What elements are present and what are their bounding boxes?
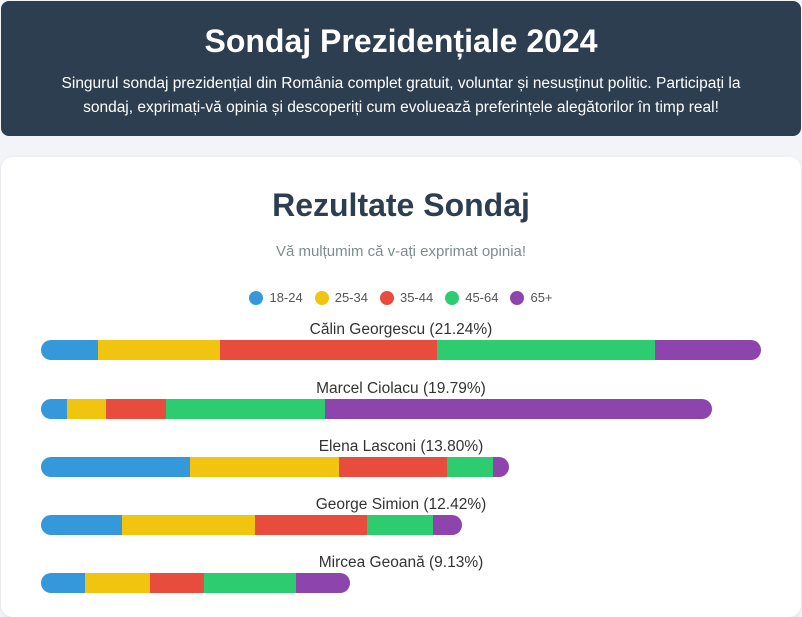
bar-segment-25-34 <box>85 573 151 593</box>
bar-segment-65+ <box>295 573 351 593</box>
legend-label: 25-34 <box>334 290 368 305</box>
legend-item-65+: 65+ <box>510 290 553 305</box>
results-card: Rezultate Sondaj Vă mulțumim că v-ați ex… <box>1 157 801 617</box>
page-title: Sondaj Prezidențiale 2024 <box>204 23 598 59</box>
chart-legend: 18-24 25-34 35-44 45-64 65+ <box>1 290 801 305</box>
legend-item-45-64: 45-64 <box>445 290 498 305</box>
bar-segment-25-34 <box>67 399 106 419</box>
bar-segment-65+ <box>655 340 761 360</box>
legend-swatch <box>379 290 394 305</box>
bar-segment-35-44 <box>150 573 205 593</box>
legend-label: 18-24 <box>269 290 303 305</box>
bar-segment-18-24 <box>41 573 86 593</box>
candidate-bar <box>41 457 509 477</box>
candidate-bar <box>41 573 351 593</box>
candidate-bar <box>41 515 462 535</box>
bar-segment-65+ <box>492 457 509 477</box>
candidate-row: George Simion (12.42%) <box>41 495 761 535</box>
bar-segment-18-24 <box>41 457 190 477</box>
legend-swatch <box>445 290 460 305</box>
bar-segment-25-34 <box>121 515 255 535</box>
legend-swatch <box>510 290 525 305</box>
candidate-bar <box>41 399 712 419</box>
bar-segment-65+ <box>432 515 462 535</box>
bar-segment-45-64 <box>447 457 493 477</box>
bar-segment-35-44 <box>338 457 448 477</box>
page-description: Singurul sondaj prezidențial din România… <box>61 75 741 116</box>
legend-item-25-34: 25-34 <box>314 290 368 305</box>
legend-label: 45-64 <box>465 290 499 305</box>
thanks-message: Vă mulțumim că v-ați exprimat opinia! <box>275 243 527 260</box>
candidate-row: Călin Georgescu (21.24%) <box>41 320 761 360</box>
bar-segment-25-34 <box>98 340 221 360</box>
legend-swatch <box>314 290 329 305</box>
legend-label: 65+ <box>530 290 553 305</box>
candidate-label: Călin Georgescu (21.24%) <box>309 321 493 338</box>
bar-segment-45-64 <box>166 399 326 419</box>
candidate-label: Mircea Geoană (9.13%) <box>318 554 484 571</box>
bar-segment-18-24 <box>41 515 122 535</box>
page-header: Sondaj Prezidențiale 2024 Singurul sonda… <box>1 1 801 136</box>
bar-segment-35-44 <box>254 515 368 535</box>
bar-segment-18-24 <box>41 340 99 360</box>
bar-segment-45-64 <box>437 340 656 360</box>
candidate-label: Elena Lasconi (13.80%) <box>318 438 484 455</box>
candidate-row: Marcel Ciolacu (19.79%) <box>41 379 761 419</box>
candidate-bar <box>41 340 761 360</box>
bar-segment-35-44 <box>220 340 438 360</box>
bar-segment-25-34 <box>189 457 339 477</box>
bar-segment-35-44 <box>105 399 167 419</box>
candidate-row: Elena Lasconi (13.80%) <box>41 437 761 477</box>
legend-item-18-24: 18-24 <box>249 290 303 305</box>
bar-segment-18-24 <box>41 399 68 419</box>
bar-segment-65+ <box>325 399 712 419</box>
candidate-label: George Simion (12.42%) <box>315 496 487 513</box>
legend-label: 35-44 <box>399 290 434 305</box>
bar-segment-45-64 <box>367 515 433 535</box>
candidate-row: Mircea Geoană (9.13%) <box>41 553 761 593</box>
legend-swatch <box>249 290 264 305</box>
results-title: Rezultate Sondaj <box>272 187 530 223</box>
bar-segment-45-64 <box>204 573 296 593</box>
legend-item-35-44: 35-44 <box>379 290 434 305</box>
candidate-label: Marcel Ciolacu (19.79%) <box>316 380 486 397</box>
